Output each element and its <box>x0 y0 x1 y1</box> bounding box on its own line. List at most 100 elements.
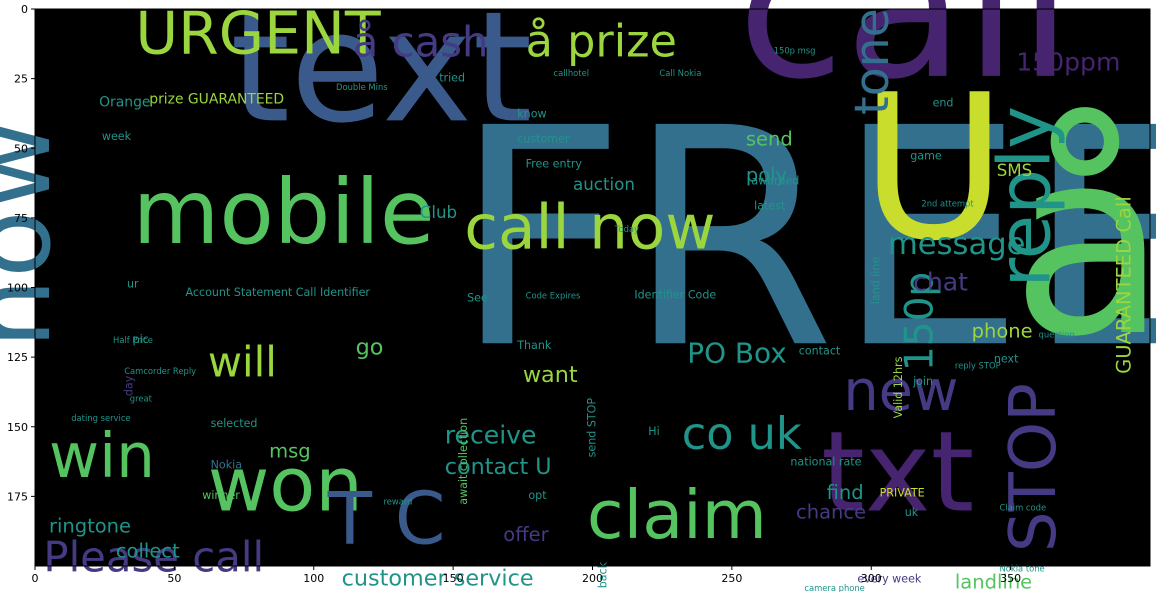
word-99: Today <box>614 224 639 234</box>
word-55: winner <box>202 489 240 502</box>
word-37: offer <box>503 523 549 546</box>
word-21: Please call <box>43 533 264 582</box>
word-0: call <box>737 0 1072 122</box>
word-7: call now <box>464 193 715 264</box>
word-2: text <box>230 0 532 157</box>
word-72: tried <box>439 71 465 84</box>
word-44: SMS <box>997 160 1033 180</box>
word-50: Identifier Code <box>634 289 716 302</box>
word-82: 150p msg <box>774 46 816 56</box>
x-tick-label-3: 150 <box>443 572 464 585</box>
word-49: Account Statement Call Identifier <box>186 286 371 299</box>
x-tick-label-4: 200 <box>582 572 603 585</box>
word-26: chat <box>913 267 968 296</box>
word-38: chance <box>796 501 866 524</box>
y-tick-label-2: 50 <box>14 142 28 155</box>
plot-background <box>35 9 1150 566</box>
y-tick-label-0: 0 <box>21 3 28 16</box>
y-tick-label-5: 125 <box>7 351 28 364</box>
word-8: URGENT <box>135 0 381 68</box>
word-73: contact <box>799 344 841 357</box>
word-81: uk <box>905 506 919 519</box>
word-29: receive <box>445 420 537 449</box>
word-18: won <box>208 440 363 528</box>
word-34: msg <box>269 439 311 462</box>
word-6: mobile <box>133 161 435 265</box>
word-9: å cash <box>353 17 489 66</box>
word-64: latest <box>754 200 786 213</box>
word-42: send <box>746 127 793 150</box>
word-86: Code Expires <box>526 291 581 301</box>
word-96: Nokia tone <box>999 564 1044 574</box>
x-tick-label-7: 350 <box>1000 572 1021 585</box>
word-16: new <box>843 359 958 424</box>
word-88: Half Price <box>113 335 153 345</box>
word-79: back <box>596 561 609 588</box>
word-80: opt <box>528 489 547 502</box>
word-35: ringtone <box>49 515 131 538</box>
word-70: ur <box>127 278 139 291</box>
word-36: collect <box>116 540 180 563</box>
word-61: customer <box>517 133 570 146</box>
word-78: See <box>467 291 488 304</box>
word-24: 150p <box>898 272 943 371</box>
word-63: know <box>517 108 546 121</box>
word-32: want <box>523 362 578 388</box>
word-101: reward <box>383 497 412 507</box>
word-41: phone <box>972 320 1033 343</box>
word-89: Camcorder Reply <box>124 366 196 376</box>
word-1: FREE <box>453 64 1156 414</box>
word-90: dating service <box>71 413 130 423</box>
word-69: pic <box>133 333 149 346</box>
x-axis: 0 50 100 150 200 250 300 350 <box>32 566 1021 585</box>
word-67: end <box>933 96 954 109</box>
x-tick-label-5: 250 <box>721 572 742 585</box>
word-100: great <box>130 394 153 404</box>
word-54: PRIVATE <box>880 486 925 499</box>
word-10: å prize <box>526 15 677 67</box>
word-14: STOP <box>997 383 1071 552</box>
word-56: Nokia <box>211 459 242 472</box>
word-65: awarded <box>751 174 799 187</box>
word-13: 150ppm <box>1016 47 1120 76</box>
y-tick-label-4: 100 <box>7 282 28 295</box>
word-91: camera phone <box>804 583 865 592</box>
word-28: PO Box <box>687 337 786 370</box>
x-tick-label-0: 0 <box>32 572 39 585</box>
word-11: tone <box>845 8 900 115</box>
y-tick-label-6: 150 <box>7 421 28 434</box>
y-tick-label-7: 175 <box>7 490 28 503</box>
word-98: question <box>1039 330 1075 340</box>
word-19: T C <box>327 478 446 562</box>
word-43: poly <box>746 164 787 187</box>
word-66: game <box>910 149 942 162</box>
y-tick-label-3: 75 <box>14 212 28 225</box>
word-3: å <box>1011 95 1156 393</box>
word-97: reply STOP <box>955 360 1001 370</box>
word-60: Thank <box>516 339 552 352</box>
x-tick-label-1: 50 <box>167 572 181 585</box>
y-tick-label-1: 25 <box>14 73 28 86</box>
word-83: callhotel <box>553 68 589 78</box>
word-75: join <box>912 375 933 388</box>
y-axis: 0 25 50 75 100 125 150 175 <box>7 3 35 503</box>
word-20: win <box>49 421 155 492</box>
word-62: Free entry <box>526 158 583 171</box>
word-57: selected <box>211 417 258 430</box>
word-47: prize GUARANTEED <box>149 92 284 108</box>
word-77: Hi <box>648 425 659 438</box>
word-46: Club <box>420 202 457 222</box>
word-53: every week <box>857 573 922 586</box>
word-23: will <box>208 338 277 387</box>
word-12: reply <box>984 106 1068 288</box>
word-40: landline <box>955 570 1032 592</box>
word-51: Valid 12hrs <box>892 356 905 418</box>
word-31: customer service <box>342 565 534 591</box>
word-17: claim <box>587 476 767 554</box>
word-71: day <box>123 375 136 396</box>
word-95: Claim code <box>999 502 1046 512</box>
word-58: await collection <box>457 418 470 505</box>
word-68: week <box>102 130 132 143</box>
x-tick-label-6: 300 <box>861 572 882 585</box>
